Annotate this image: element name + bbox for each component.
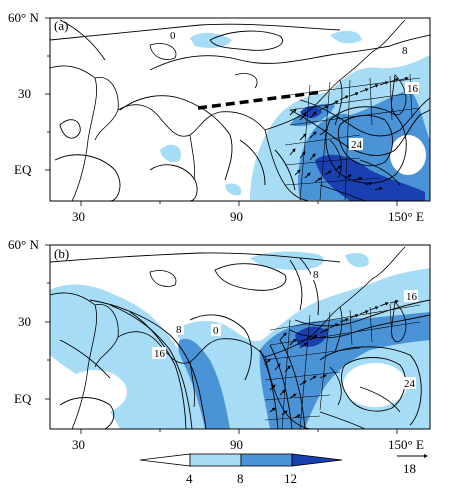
panel-a-wind-vectors [289,76,409,191]
panel-a-lat-eq: EQ [14,162,32,177]
colorbar-segment-4-8 [189,453,242,467]
panel-b-lon-30: 30 [72,437,85,452]
colorbar: 4 8 12 [139,453,343,486]
panel-a-contour-label-8: 8 [402,45,408,57]
panel-b-contour-label-8-north: 8 [313,269,319,281]
panel-b-lat-60: 60° N [8,237,39,252]
panel-b-lat-eq: EQ [14,391,32,406]
panel-b-lon-90: 90 [230,437,243,452]
panel-b-contour-label-24: 24 [404,378,416,390]
panel-a-lon-150: 150° E [388,209,424,224]
panel-a-label: (a) [54,18,68,33]
colorbar-tick-4: 4 [186,471,193,486]
colorbar-segment-above-12 [291,453,343,467]
panel-b-frame [49,244,431,430]
panel-a-lat-30: 30 [18,86,31,101]
panel-b-white-cell-west [63,370,127,414]
panel-b-label: (b) [54,246,69,261]
panel-b-contour-label-16-east: 16 [406,291,418,303]
colorbar-segment-8-12 [240,453,293,467]
panel-b-contour-label-8-west: 8 [176,324,182,336]
panel-a-contour-label-24: 24 [351,139,363,151]
panel-a-lon-90: 90 [230,209,243,224]
panel-b-wind-vectors [264,299,399,419]
reference-vector: 18 [397,454,428,476]
panel-a-coastlines [50,19,407,201]
panel-b-vector-grid [264,303,421,429]
colorbar-tick-8: 8 [237,471,244,486]
panel-a-contour-label-16: 16 [407,83,419,95]
colorbar-tick-12: 12 [284,471,297,486]
panel-b-contour-label-0: 0 [213,325,219,337]
panel-b-lon-150: 150° E [388,437,424,452]
panel-b-ticks [45,244,398,434]
panel-a: (a) 60° N 30 EQ 30 90 150° E 0 8 16 24 [8,10,431,224]
panel-a-lon-30: 30 [72,209,85,224]
panel-a-contour-label-0: 0 [170,30,176,42]
panel-a-lat-60: 60° N [8,10,39,25]
panel-a-white-cell [390,135,426,175]
panel-a-dashed-line [197,90,323,110]
panel-a-frame [49,17,431,202]
panel-a-contours [50,19,430,201]
panel-b-white-cell-south [343,363,407,407]
reference-vector-label: 18 [403,461,416,476]
panel-b-contour-label-16-west: 16 [154,348,166,360]
colorbar-segment-below-4 [139,453,191,467]
panel-a-ticks [45,17,398,206]
panel-b: (b) 60° N 30 EQ 30 90 150° E 0 8 16 8 16… [8,237,431,452]
panel-b-lat-30: 30 [18,314,31,329]
panel-a-vector-grid [284,73,421,201]
